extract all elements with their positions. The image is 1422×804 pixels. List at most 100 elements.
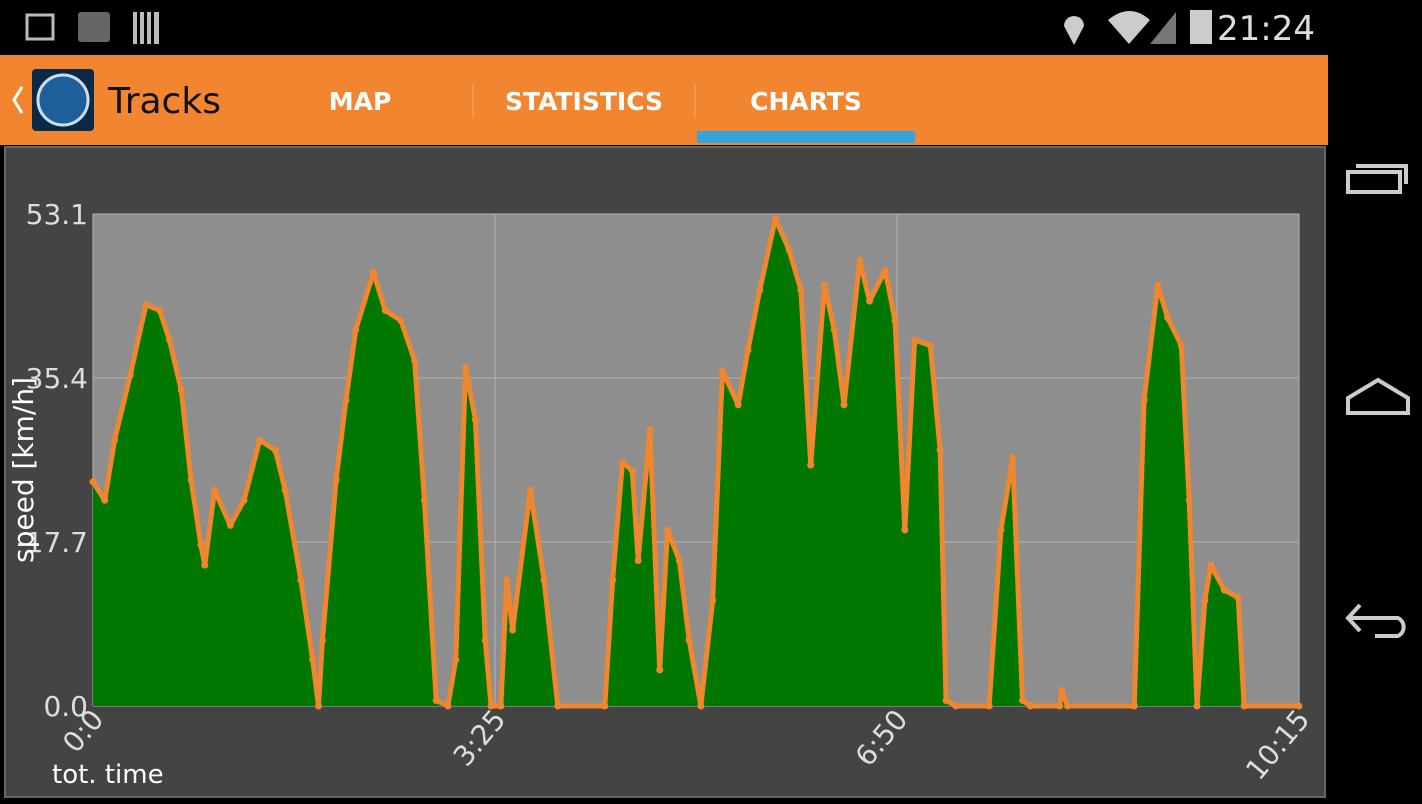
point [1207,561,1215,569]
point [697,702,705,710]
point [1185,496,1193,504]
point [1220,586,1228,594]
home-button[interactable] [1346,377,1410,415]
point [1240,702,1248,710]
point [197,541,205,549]
point [503,576,511,584]
tab[interactable]: CHARTS [750,87,862,116]
point [1056,702,1064,710]
status-bar [0,0,1422,55]
clock: 21:24 [1217,9,1315,49]
point [481,636,489,644]
point [432,696,440,704]
point [618,458,626,466]
point [1177,342,1185,350]
point [1064,702,1072,710]
point [509,626,517,634]
point [397,317,405,325]
point [332,476,340,484]
point [756,286,764,294]
point [462,364,470,372]
back-button[interactable] [1345,603,1406,638]
up-caret[interactable] [12,86,24,114]
recent-apps-button[interactable] [1346,164,1408,194]
point [177,386,185,394]
point [540,576,548,584]
point [866,297,874,305]
y-tick-label: 0.0 [43,690,88,723]
point [318,636,326,644]
point [187,476,195,484]
point [411,356,419,364]
point [342,396,350,404]
point [1295,702,1303,710]
app-bar [0,55,1328,145]
point [718,367,726,375]
point [444,702,452,710]
point [420,496,428,504]
point [497,702,505,710]
point [807,461,815,469]
point [709,596,717,604]
y-tick-label: 17.7 [26,526,88,559]
point [646,426,654,434]
point [926,342,934,350]
tab[interactable]: STATISTICS [505,87,663,116]
point [664,526,672,534]
point [840,401,848,409]
battery-icon [1190,10,1212,44]
point [734,401,742,409]
point [901,526,909,534]
point [1019,696,1027,704]
location-icon [1064,16,1084,45]
point [111,436,119,444]
tab[interactable]: MAP [329,87,392,116]
point [685,636,693,644]
point [1154,281,1162,289]
point [142,301,150,309]
point [609,576,617,584]
point [352,326,360,334]
speed-line [90,216,1299,709]
point [452,656,460,664]
point [830,326,838,334]
app-icon-dial [36,73,90,127]
point [487,702,495,710]
point [381,306,389,314]
point [891,317,899,325]
point [1009,454,1017,462]
point [985,702,993,710]
point [601,702,609,710]
point [1164,314,1172,322]
point [771,215,779,223]
point [89,478,97,486]
tab-indicator [697,131,915,143]
barcode-icon [133,12,159,44]
y-axis-label: speed [km/h] [7,377,40,563]
point [634,557,642,565]
x-axis-label: tot. time [52,760,164,790]
gallery-icon [25,13,55,41]
point [256,436,264,444]
point [997,526,1005,534]
point [1201,596,1209,604]
point [156,306,164,314]
point [675,557,683,565]
point [309,656,317,664]
y-tick-label: 35.4 [26,362,88,395]
point [281,486,289,494]
point [240,496,248,504]
wifi-icon [1108,11,1150,44]
point [271,446,279,454]
point [126,371,134,379]
point [936,446,944,454]
point [1140,396,1148,404]
y-tick-label: 53.1 [26,198,88,231]
point [785,246,793,254]
point [211,486,219,494]
point [1026,702,1034,710]
point [1234,594,1242,602]
app-title: Tracks [107,81,221,122]
